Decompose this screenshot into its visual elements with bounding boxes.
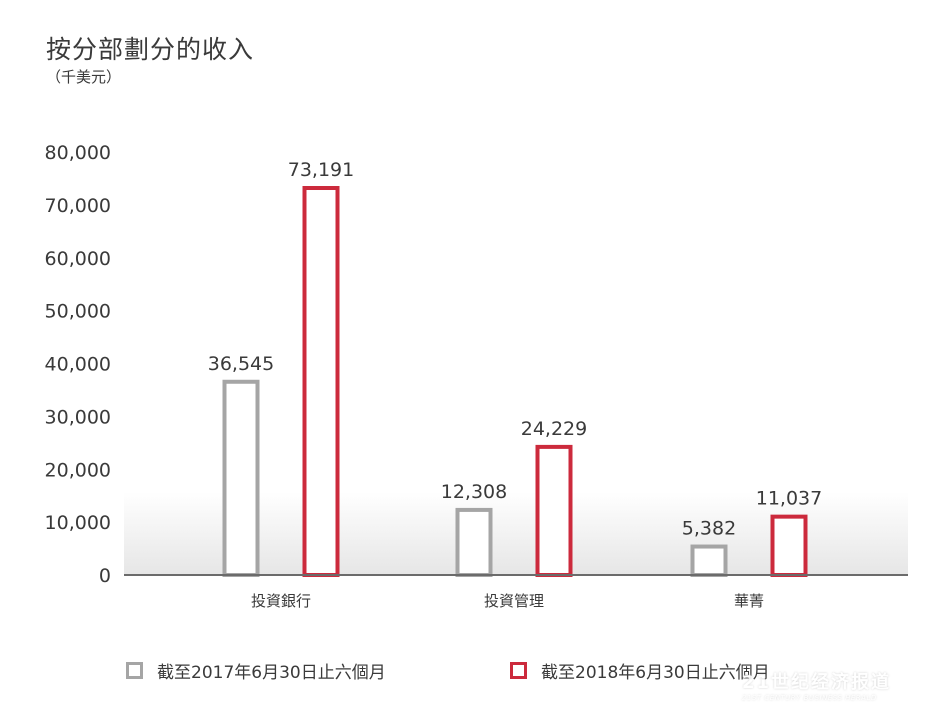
bar-value-label: 24,229	[521, 418, 587, 440]
y-tick-label: 20,000	[45, 459, 111, 481]
bar-2017-2	[690, 544, 728, 577]
chart-title: 按分部劃分的收入	[46, 35, 255, 64]
legend-label-2018: 截至2018年6月30日止六個月	[541, 663, 770, 683]
bar-value-label: 12,308	[441, 481, 507, 503]
y-tick-label: 80,000	[45, 142, 111, 164]
bars-layer: 36,545 73,191 12,308 24,229 5,382 11,037	[208, 159, 822, 577]
bar-2018-1	[535, 444, 573, 577]
x-axis: 投資銀行 投資管理 華菁	[251, 592, 764, 610]
bar-chart: 0 10,000 20,000 30,000 40,000 50,000 60,000 70,…	[45, 142, 908, 610]
x-category-label: 華菁	[734, 592, 764, 610]
x-category-label: 投資銀行	[251, 592, 311, 610]
legend-item-2017: 截至2017年6月30日止六個月	[126, 658, 386, 683]
y-tick-label: 0	[99, 565, 111, 587]
bar-2017-1	[455, 507, 493, 577]
legend-swatch-2018	[510, 662, 527, 679]
legend-swatch-2017	[126, 662, 143, 679]
bar-2017-0	[222, 379, 260, 577]
y-tick-label: 60,000	[45, 248, 111, 270]
y-tick-label: 50,000	[45, 301, 111, 323]
y-tick-label: 40,000	[45, 354, 111, 376]
watermark-text: 21世纪经济报道	[742, 672, 892, 693]
chart-subtitle: （千美元）	[46, 68, 122, 86]
bar-2018-2	[770, 514, 808, 577]
bar-value-label: 11,037	[756, 488, 822, 510]
y-tick-label: 70,000	[45, 195, 111, 217]
watermark: 21世纪经济报道 21ST CENTURY BUSINESS HERALD	[742, 668, 891, 702]
legend-item-2018: 截至2018年6月30日止六個月	[510, 658, 770, 683]
bar-2018-0	[302, 186, 340, 577]
legend-label-2017: 截至2017年6月30日止六個月	[157, 663, 386, 683]
bar-value-label: 5,382	[682, 518, 736, 540]
y-tick-label: 10,000	[45, 512, 111, 534]
y-axis: 0 10,000 20,000 30,000 40,000 50,000 60,000 70,…	[45, 142, 111, 587]
watermark-subtext: 21ST CENTURY BUSINESS HERALD	[742, 694, 877, 702]
x-category-label: 投資管理	[484, 592, 544, 610]
y-tick-label: 30,000	[45, 406, 111, 428]
bar-value-label: 73,191	[288, 159, 354, 181]
bar-value-label: 36,545	[208, 353, 274, 375]
